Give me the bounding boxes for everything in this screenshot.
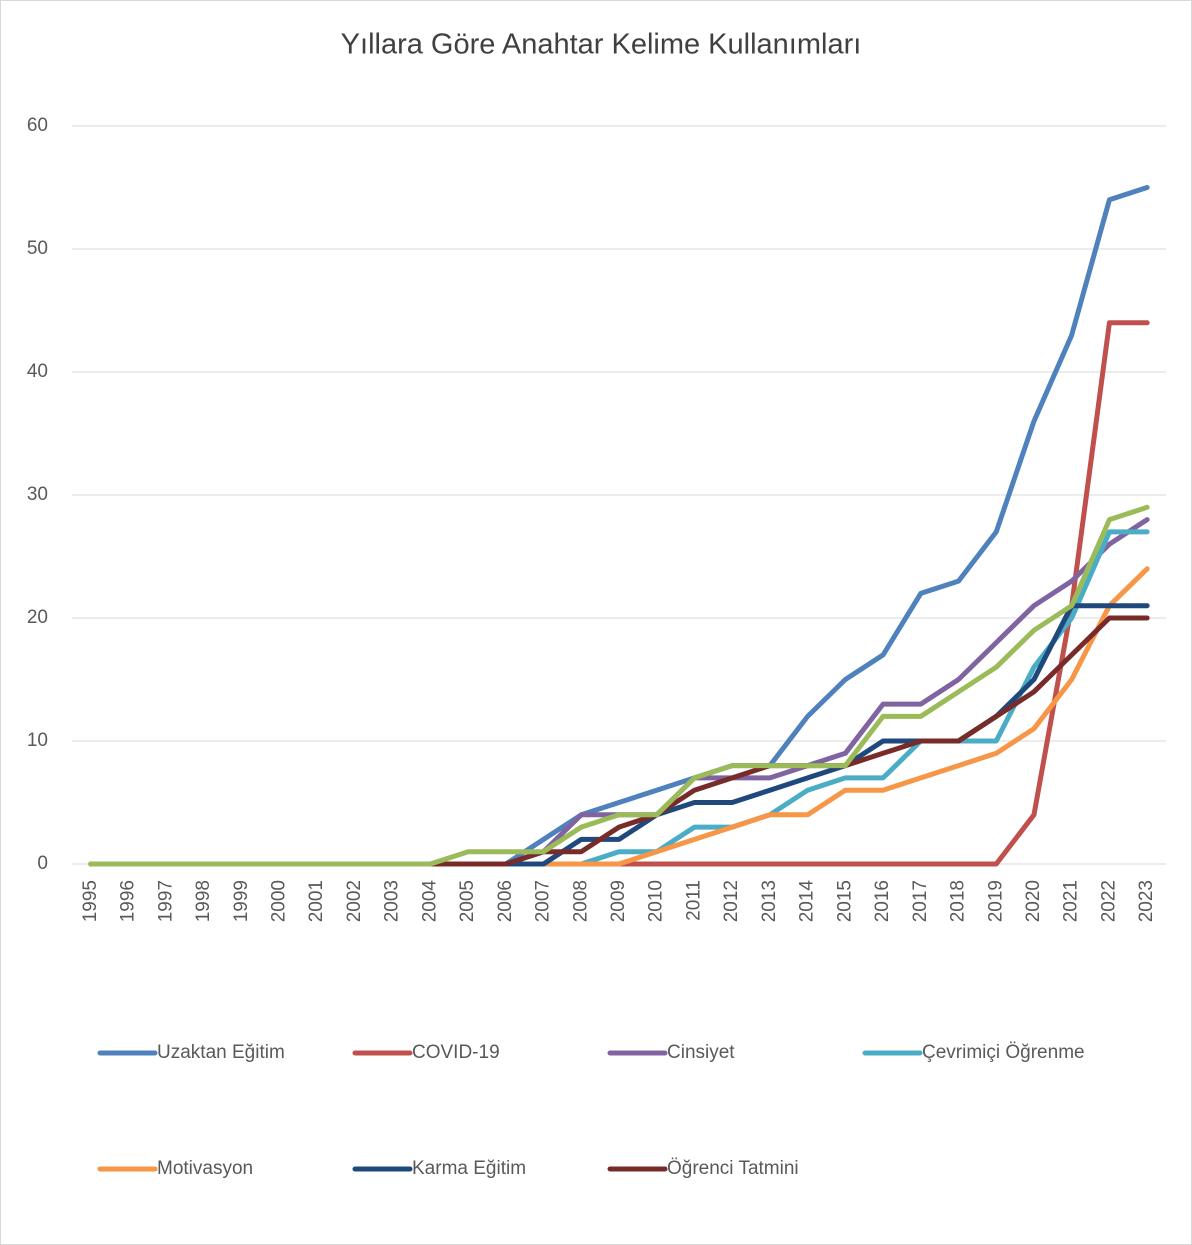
x-tick-label: 2016 — [872, 880, 893, 922]
legend-label: Uzaktan Eğitim — [157, 1042, 285, 1063]
legend-label: Karma Eğitim — [412, 1158, 526, 1179]
legend-label: Motivasyon — [157, 1158, 253, 1179]
x-tick-label: 2017 — [910, 880, 931, 922]
x-tick-label: 2007 — [533, 880, 554, 922]
x-tick-label: 1999 — [231, 880, 252, 922]
x-tick-label: 2018 — [948, 880, 969, 922]
x-tick-label: 2009 — [608, 880, 629, 922]
x-tick-label: 1996 — [118, 880, 139, 922]
x-tick-label: 2000 — [268, 880, 289, 922]
x-tick-label: 2010 — [646, 880, 667, 922]
y-tick-label: 40 — [27, 361, 48, 382]
x-tick-label: 2015 — [834, 880, 855, 922]
x-tick-label: 2023 — [1136, 880, 1157, 922]
legend-label: Öğrenci Tatmini — [667, 1158, 799, 1179]
x-tick-label: 2001 — [306, 880, 327, 922]
x-tick-label: 2012 — [721, 880, 742, 922]
y-tick-label: 10 — [27, 730, 48, 751]
x-tick-label: 2011 — [683, 880, 704, 921]
x-tick-label: 2013 — [759, 880, 780, 922]
y-tick-label: 20 — [27, 607, 48, 628]
x-tick-label: 2008 — [570, 880, 591, 922]
x-tick-label: 2002 — [344, 880, 365, 922]
x-tick-label: 2006 — [495, 880, 516, 922]
legend-label: Cinsiyet — [667, 1042, 735, 1063]
x-tick-label: 2005 — [457, 880, 478, 922]
y-tick-label: 60 — [27, 115, 48, 136]
x-tick-label: 2004 — [419, 880, 440, 923]
legend-label: COVID-19 — [412, 1042, 500, 1063]
y-tick-label: 30 — [27, 484, 48, 505]
line-series — [88, 504, 1150, 867]
x-tick-label: 2021 — [1061, 880, 1082, 922]
chart-title: Yıllara Göre Anahtar Kelime Kullanımları — [341, 29, 862, 61]
x-tick-label: 1995 — [80, 880, 101, 922]
x-tick-label: 2020 — [1023, 880, 1044, 922]
y-tick-label: 0 — [37, 853, 48, 874]
legend-label: Çevrimiçi Öğrenme — [922, 1042, 1085, 1063]
x-tick-label: 2022 — [1098, 880, 1119, 922]
x-tick-label: 1998 — [193, 880, 214, 922]
x-tick-label: 2014 — [797, 880, 818, 923]
x-tick-label: 2019 — [985, 880, 1006, 922]
y-tick-label: 50 — [27, 238, 48, 259]
x-tick-label: 1997 — [155, 880, 176, 922]
x-tick-label: 2003 — [382, 880, 403, 922]
